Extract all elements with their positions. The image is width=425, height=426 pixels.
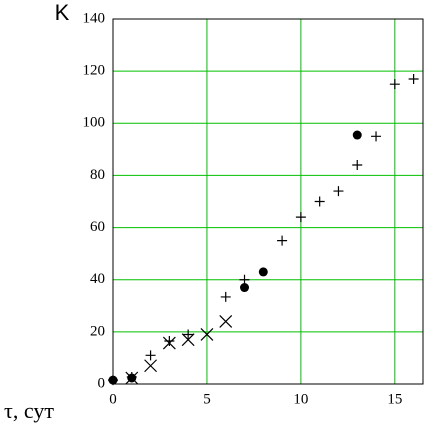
point [258,267,268,277]
y-tick-label: 40 [90,271,105,287]
y-tick-label: 60 [90,219,105,235]
x-axis-label: τ, сут [4,398,54,423]
x-tick-label: 0 [109,391,117,407]
point [240,283,250,293]
point [125,371,139,385]
point [408,73,419,84]
y-axis-label: K [55,0,70,25]
y-tick-label: 80 [90,167,105,183]
x-tick-label: 10 [293,391,308,407]
y-tick-label: 0 [98,375,106,391]
point [145,350,156,361]
point [200,328,214,341]
point [183,329,194,340]
plot-frame [112,18,424,385]
point [389,79,400,90]
point [162,336,176,350]
point [277,235,288,246]
y-tick-label: 100 [83,115,106,131]
point [144,359,158,373]
y-tick-label: 20 [90,323,105,339]
point [181,333,195,347]
point [333,186,344,197]
x-tick-label: 15 [387,391,402,407]
point [220,291,231,302]
point [314,196,325,207]
point [108,375,118,385]
x-tick-label: 5 [203,391,211,407]
point [371,131,382,142]
point [164,335,175,346]
point [295,212,306,223]
point [219,315,233,328]
point [352,130,362,140]
y-tick-label: 120 [83,63,106,79]
point [352,160,363,170]
y-tick-label: 140 [83,10,106,26]
